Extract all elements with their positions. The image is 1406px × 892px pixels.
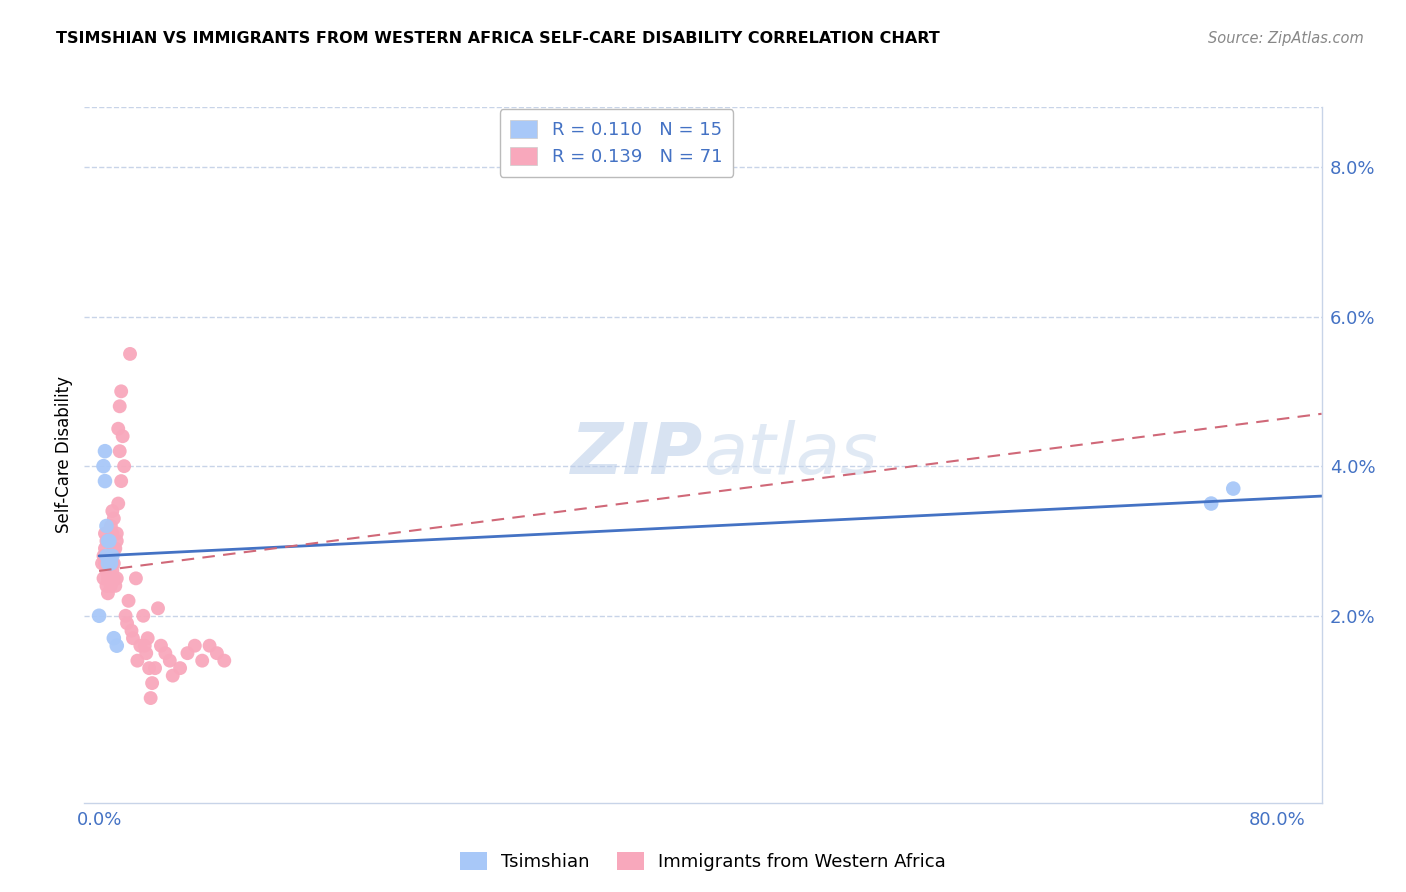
Point [96, 549, 118, 563]
Point [100, 519, 122, 533]
Point [115, 616, 138, 631]
Text: atlas: atlas [703, 420, 877, 490]
Point [98, 571, 121, 585]
Point [96, 579, 118, 593]
Point [105, 533, 128, 548]
Point [101, 504, 124, 518]
Text: Source: ZipAtlas.com: Source: ZipAtlas.com [1208, 31, 1364, 46]
Point [169, 661, 191, 675]
Point [104, 541, 127, 556]
Point [98, 533, 121, 548]
Point [135, 646, 157, 660]
Text: ZIP: ZIP [571, 420, 703, 490]
Point [97, 571, 120, 585]
Point [93, 549, 115, 563]
Legend: R = 0.110   N = 15, R = 0.139   N = 71: R = 0.110 N = 15, R = 0.139 N = 71 [499, 109, 734, 177]
Point [132, 608, 155, 623]
Point [214, 654, 236, 668]
Point [141, 676, 163, 690]
Point [94, 526, 117, 541]
Point [98, 564, 121, 578]
Point [100, 557, 122, 571]
Point [110, 384, 132, 399]
Point [97, 557, 120, 571]
Point [136, 631, 159, 645]
Legend: Tsimshian, Immigrants from Western Africa: Tsimshian, Immigrants from Western Afric… [453, 845, 953, 879]
Point [110, 474, 132, 488]
Point [112, 459, 135, 474]
Point [104, 579, 127, 593]
Point [94, 557, 117, 571]
Point [96, 519, 118, 533]
Point [108, 399, 131, 413]
Point [149, 639, 172, 653]
Point [134, 639, 156, 653]
Point [105, 526, 128, 541]
Point [121, 624, 143, 638]
Text: TSIMSHIAN VS IMMIGRANTS FROM WESTERN AFRICA SELF-CARE DISABILITY CORRELATION CHA: TSIMSHIAN VS IMMIGRANTS FROM WESTERN AFR… [56, 31, 941, 46]
Point [97, 533, 120, 548]
Point [93, 571, 115, 585]
Point [191, 654, 214, 668]
Point [108, 444, 131, 458]
Point [107, 497, 129, 511]
Point [96, 533, 118, 548]
Y-axis label: Self-Care Disability: Self-Care Disability [55, 376, 73, 533]
Point [97, 549, 120, 563]
Point [114, 608, 136, 623]
Point [146, 601, 169, 615]
Point [184, 639, 207, 653]
Point [98, 533, 121, 548]
Point [139, 691, 162, 706]
Point [97, 586, 120, 600]
Point [1222, 482, 1244, 496]
Point [101, 564, 124, 578]
Point [103, 511, 125, 525]
Point [105, 571, 128, 585]
Point [105, 639, 128, 653]
Point [103, 631, 125, 645]
Point [93, 459, 115, 474]
Point [101, 549, 124, 563]
Point [103, 571, 125, 585]
Point [107, 422, 129, 436]
Point [94, 541, 117, 556]
Point [127, 654, 149, 668]
Point [87, 608, 110, 623]
Point [98, 557, 121, 571]
Point [100, 557, 122, 571]
Point [101, 557, 124, 571]
Point [103, 557, 125, 571]
Point [96, 564, 118, 578]
Point [155, 646, 177, 660]
Point [117, 594, 139, 608]
Point [138, 661, 160, 675]
Point [198, 639, 221, 653]
Point [143, 661, 166, 675]
Point [205, 646, 228, 660]
Point [111, 429, 134, 443]
Point [91, 557, 114, 571]
Point [1199, 497, 1222, 511]
Point [100, 579, 122, 593]
Point [103, 541, 125, 556]
Point [101, 526, 124, 541]
Point [159, 654, 181, 668]
Point [162, 668, 184, 682]
Point [118, 347, 141, 361]
Point [96, 549, 118, 563]
Point [94, 444, 117, 458]
Point [129, 639, 152, 653]
Point [125, 571, 148, 585]
Point [97, 557, 120, 571]
Point [176, 646, 198, 660]
Point [94, 474, 117, 488]
Point [122, 631, 145, 645]
